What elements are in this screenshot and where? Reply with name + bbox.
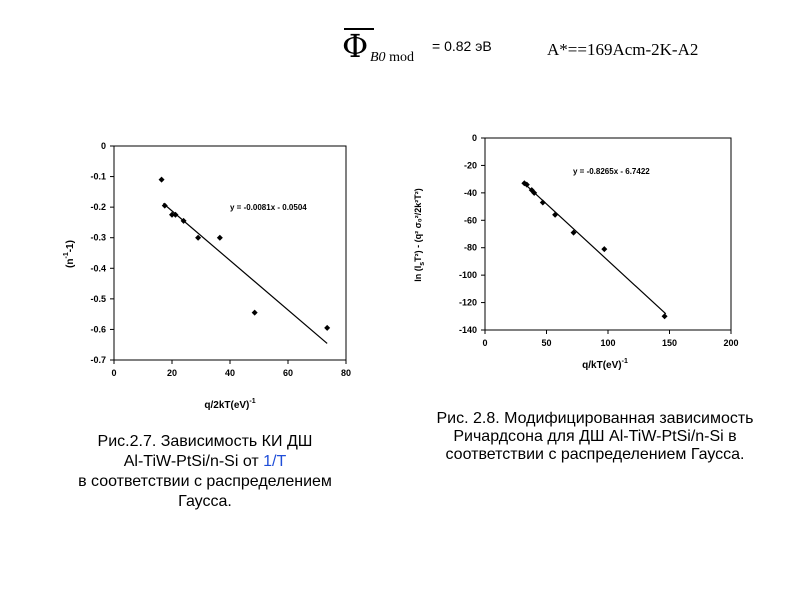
- y-axis-label: ln (IsT²) - (q² σ₀²/2k²T²): [413, 188, 426, 282]
- x-axis-label: q/2kT(eV)-1: [204, 398, 255, 411]
- barrier-height-formula: Φ B0 mod = 0.82 эВ: [340, 26, 540, 66]
- y-axis-label-end: -1): [65, 240, 76, 252]
- caption-highlight: 1/T: [263, 453, 287, 470]
- caption-line: в соответствии с распределением: [78, 473, 332, 490]
- y-tick-label: -0.2: [90, 202, 106, 212]
- y-tick-label: -80: [464, 243, 477, 253]
- x-axis-label-sup: -1: [249, 398, 255, 405]
- data-point: [661, 313, 668, 320]
- data-point: [161, 202, 168, 209]
- data-point: [531, 189, 538, 196]
- x-tick-label: 40: [225, 368, 235, 378]
- data-point: [195, 234, 202, 241]
- data-point: [216, 234, 223, 241]
- y-axis-label-sub: s: [419, 262, 426, 266]
- phi-symbol: Φ: [342, 27, 369, 65]
- y-tick-label: -60: [464, 215, 477, 225]
- tick-group: 0 20 40 60 80 0 -0.1 -0.2 -0.3 -0.4 -0.5 -0.6 -0.7: [90, 141, 351, 378]
- chart-modified-richardson: 0 50 100 150 200 0 -20 -40 -60 -80 -100 -120 -140 y …: [413, 133, 739, 371]
- caption-figure-2-8: Рис. 2.8. Модифицированная зависимость Р…: [390, 410, 800, 464]
- x-tick-label: 0: [482, 338, 487, 348]
- data-point: [169, 211, 175, 218]
- data-point: [251, 309, 258, 316]
- data-point: [324, 324, 331, 331]
- y-tick-label: -20: [464, 160, 477, 170]
- y-tick-label: -0.5: [90, 294, 106, 304]
- y-tick-label: -0.7: [90, 355, 106, 365]
- phi-subscript-mod: mod: [389, 50, 414, 65]
- x-tick-label: 150: [662, 338, 677, 348]
- data-point: [523, 181, 530, 188]
- trendline-equation: y = -0.8265x - 6.7422: [573, 167, 650, 176]
- y-axis-label: (n-1-1): [63, 240, 76, 268]
- y-tick-label: -100: [459, 270, 477, 280]
- caption-line: Рис.2.7. Зависимость КИ ДШ: [97, 433, 313, 450]
- y-tick-label: -0.6: [90, 324, 106, 334]
- y-axis-label-text: ln (I: [413, 266, 423, 282]
- data-point: [570, 229, 577, 236]
- data-point: [539, 199, 546, 206]
- x-axis-label: q/kT(eV)-1: [582, 358, 628, 371]
- x-tick-label: 100: [600, 338, 615, 348]
- phi-overline: [344, 28, 374, 30]
- x-tick-label: 0: [111, 368, 116, 378]
- y-axis-label-end: T²) - (q² σ₀²/2k²T²): [413, 188, 423, 262]
- caption-line: Гаусса.: [178, 493, 232, 510]
- y-tick-label: -0.3: [90, 233, 106, 243]
- y-axis-label-sup: -1: [63, 252, 70, 258]
- trendline: [523, 183, 667, 315]
- y-tick-label: -140: [459, 325, 477, 335]
- tick-group: 0 50 100 150 200 0 -20 -40 -60 -80 -100 -120 -140: [459, 133, 739, 348]
- phi-subscript-b0: B0: [370, 50, 386, 65]
- y-tick-label: 0: [101, 141, 106, 151]
- y-axis-label-text: (n: [65, 259, 76, 268]
- y-tick-label: 0: [472, 133, 477, 143]
- caption-figure-2-7: Рис.2.7. Зависимость КИ ДШ Al-TiW-PtSi/n…: [40, 432, 370, 512]
- x-tick-label: 80: [341, 368, 351, 378]
- data-point: [552, 211, 559, 218]
- caption-text: Al-TiW-PtSi/n-Si от: [123, 453, 264, 470]
- x-tick-label: 60: [283, 368, 293, 378]
- mark-group: [158, 176, 331, 344]
- data-point: [158, 176, 165, 183]
- caption-line: Рис. 2.8. Модифицированная зависимость: [436, 410, 754, 427]
- caption-line: Al-TiW-PtSi/n-Si от 1/T: [40, 452, 370, 472]
- trendline-equation: y = -0.0081x - 0.0504: [230, 203, 307, 212]
- caption-line: Ричардсона для ДШ Al-TiW-PtSi/n-Si в: [453, 428, 737, 445]
- mark-group: [521, 180, 668, 320]
- data-point: [172, 211, 179, 218]
- trendline: [162, 203, 328, 344]
- x-tick-label: 200: [723, 338, 738, 348]
- y-tick-label: -0.4: [90, 263, 106, 273]
- data-point: [180, 217, 187, 224]
- chart-ideality-factor: 0 20 40 60 80 0 -0.1 -0.2 -0.3 -0.4 -0.5 -0.6 -0.7 y…: [63, 141, 351, 411]
- x-axis-label-sup: -1: [622, 358, 628, 365]
- caption-line: соответствии с распределением Гаусса.: [445, 446, 745, 463]
- x-axis-label-text: q/kT(eV): [582, 360, 621, 371]
- phi-subscript: B0 mod: [370, 50, 414, 66]
- x-tick-label: 20: [167, 368, 177, 378]
- x-tick-label: 50: [541, 338, 551, 348]
- y-tick-label: -120: [459, 298, 477, 308]
- y-tick-label: -40: [464, 188, 477, 198]
- x-axis-label-text: q/2kT(eV): [204, 400, 249, 411]
- phi-value: = 0.82 эВ: [432, 38, 492, 54]
- plot-frame: [113, 145, 347, 361]
- richardson-constant: A*==169Acm-2K-A2: [547, 40, 699, 59]
- y-tick-label: -0.1: [90, 172, 106, 182]
- data-point: [601, 246, 608, 253]
